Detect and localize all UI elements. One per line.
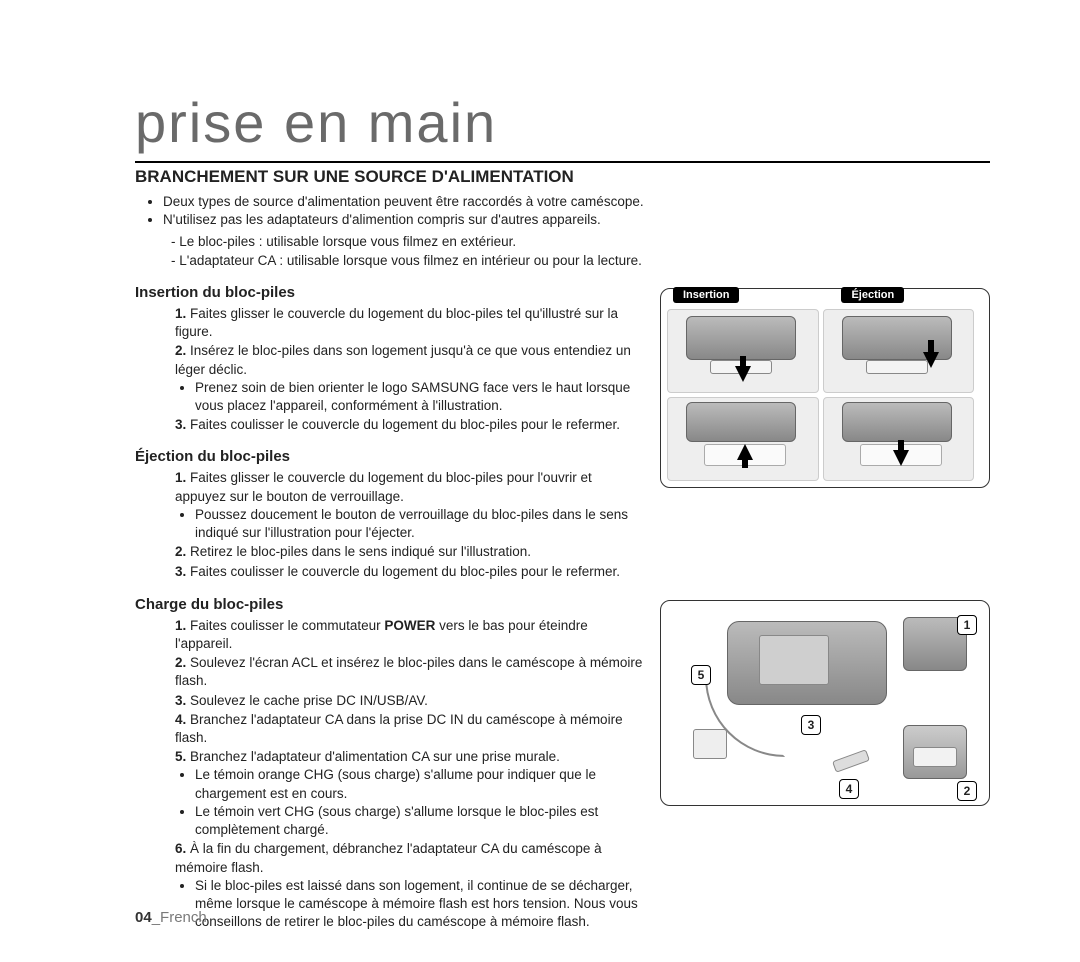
item-text: Soulevez le cache prise DC IN/USB/AV. xyxy=(190,693,428,708)
list-item: 1. Faites glisser le couvercle du logeme… xyxy=(175,305,646,341)
fig1-cell-insert-bottom xyxy=(667,397,819,481)
insertion-text: Insertion du bloc-piles 1. Faites glisse… xyxy=(135,270,646,582)
list-item: 1. Faites coulisser le commutateur POWER… xyxy=(175,617,646,653)
figure-2: 1 2 3 4 5 xyxy=(660,600,990,806)
section-title: BRANCHEMENT SUR UNE SOURCE D'ALIMENTATIO… xyxy=(135,167,990,187)
list-item: 3. Soulevez le cache prise DC IN/USB/AV. xyxy=(175,692,646,710)
figure-1: Insertion Éjection xyxy=(660,288,990,488)
badge-4: 4 xyxy=(839,779,859,799)
list-item: 2. Retirez le bloc-piles dans le sens in… xyxy=(175,543,646,561)
charge-text: Charge du bloc-piles 1. Faites coulisser… xyxy=(135,582,646,933)
sub-item: Si le bloc-piles est laissé dans son log… xyxy=(195,877,646,932)
item-text: Faites glisser le couvercle du logement … xyxy=(175,306,618,339)
ac-adapter xyxy=(693,729,727,759)
insertion-row: Insertion du bloc-piles 1. Faites glisse… xyxy=(135,270,990,582)
sub-list: Prenez soin de bien orienter le logo SAM… xyxy=(175,379,646,415)
list-item: 3. Faites coulisser le couvercle du loge… xyxy=(175,563,646,581)
insertion-heading: Insertion du bloc-piles xyxy=(135,284,646,301)
item-text: Retirez le bloc-piles dans le sens indiq… xyxy=(190,544,531,559)
ejection-heading: Éjection du bloc-piles xyxy=(135,448,646,465)
footer-lang: French xyxy=(160,909,207,926)
charge-list: 1. Faites coulisser le commutateur POWER… xyxy=(135,617,646,932)
item-text: Insérez le bloc-piles dans son logement … xyxy=(175,343,631,376)
item-text: À la fin du chargement, débranchez l'ada… xyxy=(175,841,602,874)
intro-dash: L'adaptateur CA : utilisable lorsque vou… xyxy=(171,252,990,270)
sub-item: Poussez doucement le bouton de verrouill… xyxy=(195,506,646,542)
fig1-cell-eject-bottom xyxy=(823,397,975,481)
page-footer: 04_French xyxy=(135,909,207,926)
intro-bullet: Deux types de source d'alimentation peuv… xyxy=(163,193,990,211)
ejection-list: 1. Faites glisser le couvercle du logeme… xyxy=(135,469,646,580)
item-text: Faites coulisser le couvercle du logemen… xyxy=(190,564,620,579)
list-item: 1. Faites glisser le couvercle du logeme… xyxy=(175,469,646,542)
item-text: Faites coulisser le couvercle du logemen… xyxy=(190,417,620,432)
figure-2-col: 1 2 3 4 5 xyxy=(660,582,990,933)
sub-list: Si le bloc-piles est laissé dans son log… xyxy=(175,877,646,932)
sub-item: Le témoin orange CHG (sous charge) s'all… xyxy=(195,766,646,802)
dc-plug xyxy=(832,749,870,773)
badge-5: 5 xyxy=(691,665,711,685)
badge-1: 1 xyxy=(957,615,977,635)
page-title: prise en main xyxy=(135,90,990,155)
list-item: 4. Branchez l'adaptateur CA dans la pris… xyxy=(175,711,646,747)
item-text: Branchez l'adaptateur CA dans la prise D… xyxy=(175,712,623,745)
item-text: Branchez l'adaptateur d'alimentation CA … xyxy=(190,749,560,764)
intro-dashes: Le bloc-piles : utilisable lorsque vous … xyxy=(135,233,990,269)
item-text: Faites glisser le couvercle du logement … xyxy=(175,470,592,503)
fig1-cell-insert-top xyxy=(667,309,819,393)
intro-dash: Le bloc-piles : utilisable lorsque vous … xyxy=(171,233,990,251)
item-text: Soulevez l'écran ACL et insérez le bloc-… xyxy=(175,655,642,688)
list-item: 5. Branchez l'adaptateur d'alimentation … xyxy=(175,748,646,839)
title-rule xyxy=(135,161,990,163)
list-item: 6. À la fin du chargement, débranchez l'… xyxy=(175,840,646,931)
badge-3: 3 xyxy=(801,715,821,735)
footer-number: 04 xyxy=(135,909,152,926)
charge-row: Charge du bloc-piles 1. Faites coulisser… xyxy=(135,582,990,933)
page: prise en main BRANCHEMENT SUR UNE SOURCE… xyxy=(0,0,1080,962)
figure-2-diagram: 1 2 3 4 5 xyxy=(667,607,983,799)
list-item: 2. Soulevez l'écran ACL et insérez le bl… xyxy=(175,654,646,690)
battery-slot xyxy=(913,747,957,767)
fig-label-insert: Insertion xyxy=(673,287,739,303)
item-text: Faites coulisser le commutateur POWER ve… xyxy=(175,618,588,651)
list-item: 3. Faites coulisser le couvercle du loge… xyxy=(175,416,646,434)
insertion-list: 1. Faites glisser le couvercle du logeme… xyxy=(135,305,646,435)
intro-bullet: N'utilisez pas les adaptateurs d'aliment… xyxy=(163,211,990,229)
figure-1-col: Insertion Éjection xyxy=(660,270,990,582)
sub-list: Poussez doucement le bouton de verrouill… xyxy=(175,506,646,542)
fig1-cell-eject-top xyxy=(823,309,975,393)
sub-item: Le témoin vert CHG (sous charge) s'allum… xyxy=(195,803,646,839)
list-item: 2. Insérez le bloc-piles dans son logeme… xyxy=(175,342,646,415)
fig-label-eject: Éjection xyxy=(841,287,904,303)
badge-2: 2 xyxy=(957,781,977,801)
sub-list: Le témoin orange CHG (sous charge) s'all… xyxy=(175,766,646,839)
figure-1-grid xyxy=(665,307,985,483)
intro-bullets: Deux types de source d'alimentation peuv… xyxy=(135,193,990,229)
figure-1-labels: Insertion Éjection xyxy=(667,287,904,303)
charge-heading: Charge du bloc-piles xyxy=(135,596,646,613)
sub-item: Prenez soin de bien orienter le logo SAM… xyxy=(195,379,646,415)
